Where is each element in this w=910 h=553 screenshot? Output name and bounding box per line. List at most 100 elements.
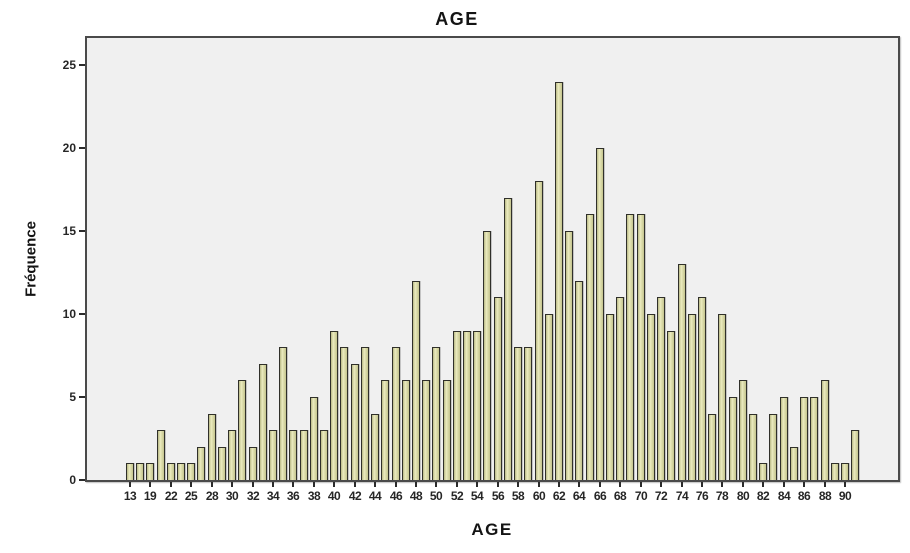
y-tick-label: 0	[69, 473, 76, 487]
x-axis-tick	[701, 482, 703, 487]
x-tick-label: 25	[184, 489, 198, 503]
x-axis-tick	[435, 482, 437, 487]
x-tick-label: 19	[143, 489, 157, 503]
y-tick-label: 10	[62, 307, 76, 321]
x-axis-tick	[456, 482, 458, 487]
histogram-bar	[381, 380, 389, 480]
x-axis-tick	[742, 482, 744, 487]
histogram-bar	[821, 380, 829, 480]
x-tick-label: 50	[429, 489, 443, 503]
y-tick-label: 20	[62, 141, 76, 155]
x-tick-label: 60	[532, 489, 546, 503]
histogram-bar	[555, 82, 563, 480]
x-axis-tick	[497, 482, 499, 487]
x-axis-tick	[803, 482, 805, 487]
y-axis-tick	[79, 479, 85, 481]
histogram-bar	[800, 397, 808, 480]
x-tick-label: 13	[123, 489, 137, 503]
y-tick-label: 25	[62, 58, 76, 72]
x-axis-tick	[538, 482, 540, 487]
x-axis-tick	[313, 482, 315, 487]
x-tick-label: 84	[777, 489, 791, 503]
x-tick-label: 82	[756, 489, 770, 503]
histogram-bar	[647, 314, 655, 480]
histogram-bar	[657, 297, 665, 480]
y-axis-tick	[79, 147, 85, 149]
histogram-bar	[749, 414, 757, 480]
histogram-bar	[688, 314, 696, 480]
x-tick-label: 62	[552, 489, 566, 503]
x-tick-label: 36	[286, 489, 300, 503]
histogram-bar	[228, 430, 236, 480]
histogram-bar	[586, 214, 594, 480]
histogram-bar	[238, 380, 246, 480]
x-axis-tick	[640, 482, 642, 487]
histogram-bar	[606, 314, 614, 480]
histogram-bar	[259, 364, 267, 480]
x-tick-label: 74	[675, 489, 689, 503]
y-axis-tick	[79, 230, 85, 232]
x-axis-tick	[395, 482, 397, 487]
x-axis-tick	[272, 482, 274, 487]
x-axis-tick	[190, 482, 192, 487]
histogram-bar	[524, 347, 532, 480]
histogram-bar	[718, 314, 726, 480]
y-axis-tick	[79, 64, 85, 66]
x-axis-tick	[783, 482, 785, 487]
x-tick-label: 54	[470, 489, 484, 503]
histogram-bar	[545, 314, 553, 480]
x-axis-tick	[517, 482, 519, 487]
histogram-bar	[218, 447, 226, 480]
x-axis-title: AGE	[471, 520, 513, 539]
histogram-bar	[759, 463, 767, 480]
histogram-bar	[483, 231, 491, 480]
histogram-bar	[146, 463, 154, 480]
x-axis-tick	[231, 482, 233, 487]
x-axis-tick	[578, 482, 580, 487]
histogram-bar	[494, 297, 502, 480]
histogram-bar	[289, 430, 297, 480]
x-axis-tick	[415, 482, 417, 487]
histogram-bar	[473, 331, 481, 480]
histogram-bar	[361, 347, 369, 480]
x-axis-tick	[252, 482, 254, 487]
histogram-bar	[504, 198, 512, 480]
histogram-bar	[535, 181, 543, 480]
x-tick-label: 58	[511, 489, 525, 503]
x-axis-tick	[292, 482, 294, 487]
histogram-bar	[698, 297, 706, 480]
histogram-bar	[667, 331, 675, 480]
x-tick-label: 40	[327, 489, 341, 503]
histogram-bar	[432, 347, 440, 480]
histogram-bar	[851, 430, 859, 480]
histogram-bar	[565, 231, 573, 480]
histogram-bar	[780, 397, 788, 480]
histogram-bar	[351, 364, 359, 480]
x-axis-tick	[619, 482, 621, 487]
histogram-bar	[729, 397, 737, 480]
x-tick-label: 66	[593, 489, 607, 503]
histogram-bar	[514, 347, 522, 480]
x-tick-label: 28	[205, 489, 219, 503]
x-axis-tick	[558, 482, 560, 487]
x-tick-label: 46	[389, 489, 403, 503]
histogram-bar	[126, 463, 134, 480]
histogram-bar	[422, 380, 430, 480]
x-axis-tick	[170, 482, 172, 487]
histogram-bar	[269, 430, 277, 480]
x-axis-tick	[844, 482, 846, 487]
histogram-bar	[320, 430, 328, 480]
x-tick-label: 64	[572, 489, 586, 503]
histogram-bar	[249, 447, 257, 480]
y-axis-title: Fréquence	[22, 221, 40, 297]
histogram-bar	[197, 447, 205, 480]
histogram-bar	[575, 281, 583, 480]
histogram-bar	[177, 463, 185, 480]
x-axis-tick	[660, 482, 662, 487]
histogram-bar	[626, 214, 634, 480]
x-tick-label: 86	[797, 489, 811, 503]
histogram-bar	[463, 331, 471, 480]
x-tick-label: 38	[307, 489, 321, 503]
x-axis-tick	[824, 482, 826, 487]
histogram-bar	[841, 463, 849, 480]
